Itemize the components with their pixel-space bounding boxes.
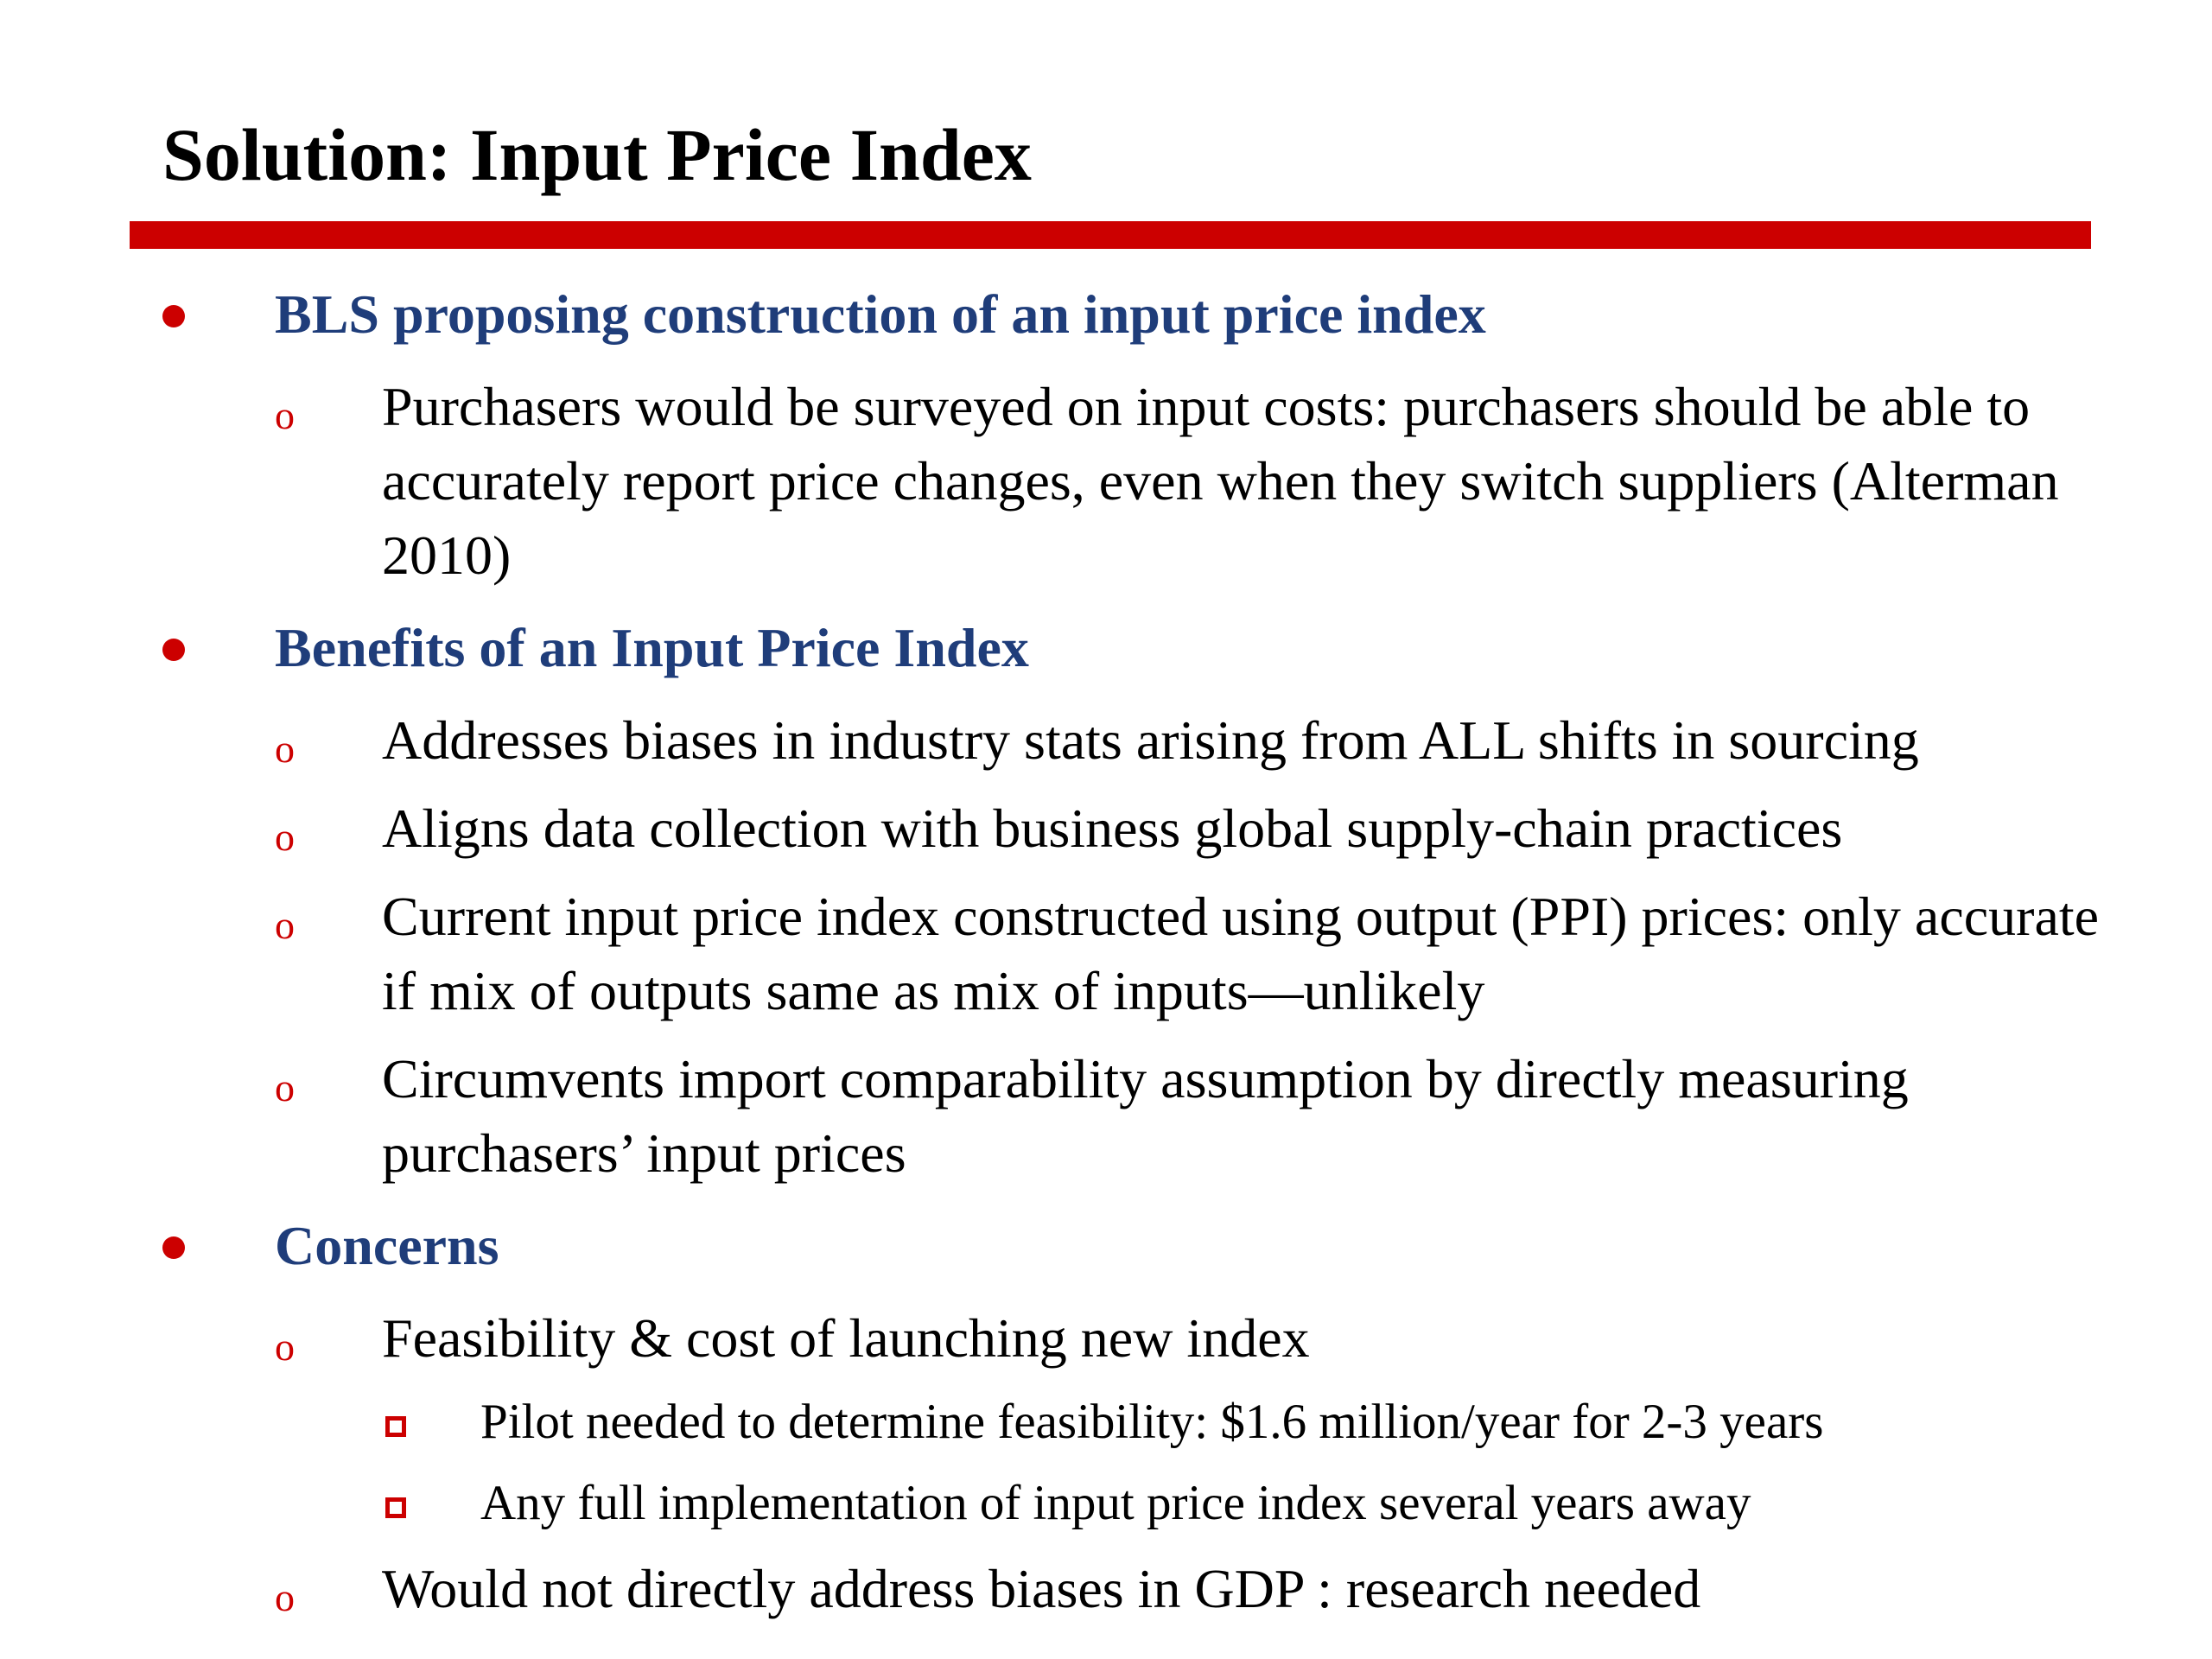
sub-bullet-text: Feasibility & cost of launching new inde… xyxy=(382,1307,1310,1369)
sub-bullet-marker-icon: o xyxy=(275,1325,295,1369)
sub-bullet-gdp-biases: o Would not directly address biases in G… xyxy=(0,1552,2212,1626)
sub-bullet-marker-icon: o xyxy=(275,903,295,947)
sub-sub-bullet-text: Any full implementation of input price i… xyxy=(480,1476,1751,1530)
bullet-dot-icon xyxy=(162,305,185,327)
sub-bullet-text: Purchasers would be surveyed on input co… xyxy=(382,376,2059,586)
sub-bullet-marker-icon: o xyxy=(275,1065,295,1109)
slide-title: Solution: Input Price Index xyxy=(162,113,1032,196)
bullet-text: Concerns xyxy=(275,1215,499,1276)
sub-bullet-text: Aligns data collection with business glo… xyxy=(382,798,1843,859)
sub-sub-bullet-pilot: Pilot needed to determine feasibility: $… xyxy=(0,1388,2212,1457)
square-bullet-icon xyxy=(385,1416,406,1437)
sub-bullet-purchasers-surveyed: o Purchasers would be surveyed on input … xyxy=(0,370,2212,593)
title-underline xyxy=(130,221,2091,249)
sub-sub-bullet-text: Pilot needed to determine feasibility: $… xyxy=(480,1395,1824,1449)
bullet-text: BLS proposing construction of an input p… xyxy=(275,283,1486,345)
bullet-list: BLS proposing construction of an input p… xyxy=(0,259,2212,1626)
sub-bullet-current-index: o Current input price index constructed … xyxy=(0,880,2212,1028)
sub-sub-bullet-implementation: Any full implementation of input price i… xyxy=(0,1469,2212,1538)
sub-bullet-marker-icon: o xyxy=(275,393,295,437)
bullet-benefits: Benefits of an Input Price Index xyxy=(0,607,2212,690)
sub-bullet-text: Circumvents import comparability assumpt… xyxy=(382,1048,1909,1184)
sub-bullet-text: Current input price index constructed us… xyxy=(382,886,2100,1021)
sub-bullet-marker-icon: o xyxy=(275,1575,295,1619)
sub-bullet-aligns-data: o Aligns data collection with business g… xyxy=(0,791,2212,866)
bullet-bls-proposing: BLS proposing construction of an input p… xyxy=(0,273,2212,356)
sub-bullet-text: Would not directly address biases in GDP… xyxy=(382,1558,1701,1619)
sub-bullet-marker-icon: o xyxy=(275,815,295,859)
bullet-concerns: Concerns xyxy=(0,1205,2212,1287)
bullet-text: Benefits of an Input Price Index xyxy=(275,617,1029,678)
sub-bullet-feasibility: o Feasibility & cost of launching new in… xyxy=(0,1301,2212,1376)
sub-bullet-addresses-biases: o Addresses biases in industry stats ari… xyxy=(0,703,2212,778)
sub-bullet-circumvents: o Circumvents import comparability assum… xyxy=(0,1042,2212,1191)
bullet-dot-icon xyxy=(162,639,185,661)
sub-bullet-text: Addresses biases in industry stats arisi… xyxy=(382,709,1919,771)
sub-bullet-marker-icon: o xyxy=(275,727,295,771)
square-bullet-icon xyxy=(385,1497,406,1518)
bullet-dot-icon xyxy=(162,1236,185,1259)
